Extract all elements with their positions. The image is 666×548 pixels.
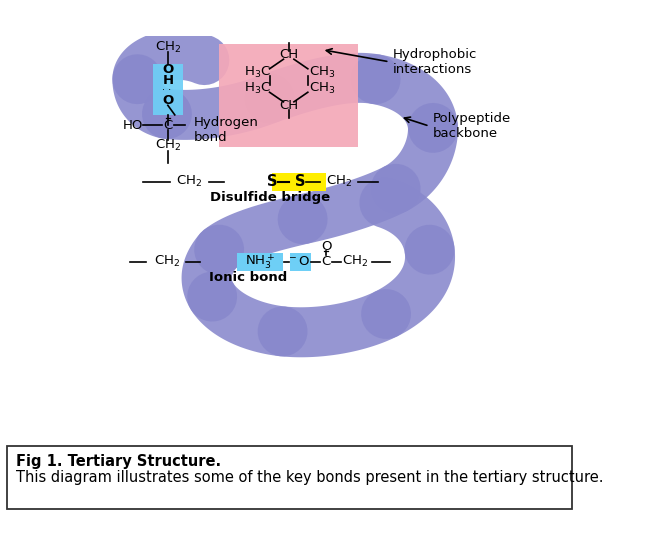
Text: CH$_3$: CH$_3$ bbox=[308, 65, 335, 80]
Text: CH$_2$: CH$_2$ bbox=[176, 174, 202, 190]
Text: · ·: · · bbox=[162, 84, 170, 95]
Text: CH$_3$: CH$_3$ bbox=[308, 81, 335, 96]
Text: This diagram illustrates some of the key bonds present in the tertiary structure: This diagram illustrates some of the key… bbox=[16, 470, 603, 485]
Text: H$_3$C: H$_3$C bbox=[244, 65, 271, 80]
Text: C: C bbox=[163, 119, 172, 132]
Text: Hydrophobic
interactions: Hydrophobic interactions bbox=[393, 48, 478, 76]
Text: H: H bbox=[163, 73, 173, 87]
Text: S: S bbox=[295, 174, 305, 189]
Text: $^-$O: $^-$O bbox=[287, 255, 311, 269]
Text: Ionic bond: Ionic bond bbox=[208, 271, 287, 284]
Text: Disulfide bridge: Disulfide bridge bbox=[210, 191, 330, 204]
Text: H$_3$C: H$_3$C bbox=[244, 81, 271, 96]
Bar bbox=[153, 65, 182, 115]
Text: CH$_2$: CH$_2$ bbox=[342, 254, 368, 270]
Bar bbox=[7, 446, 572, 509]
Text: S: S bbox=[267, 174, 278, 189]
Text: CH: CH bbox=[279, 99, 298, 112]
Bar bbox=[219, 44, 358, 147]
Text: CH$_2$: CH$_2$ bbox=[154, 254, 180, 270]
Text: O: O bbox=[163, 63, 173, 76]
Text: CH: CH bbox=[279, 48, 298, 61]
Text: CH$_2$: CH$_2$ bbox=[155, 39, 181, 55]
Text: C: C bbox=[322, 255, 331, 269]
Text: Hydrogen
bond: Hydrogen bond bbox=[194, 116, 259, 144]
Bar bbox=[290, 253, 311, 271]
Text: O: O bbox=[321, 239, 331, 253]
Text: CH$_2$: CH$_2$ bbox=[326, 174, 352, 190]
Bar bbox=[272, 173, 326, 191]
Text: NH$_3^+$: NH$_3^+$ bbox=[245, 253, 275, 271]
Text: O: O bbox=[163, 94, 173, 107]
Text: CH$_2$: CH$_2$ bbox=[155, 138, 181, 153]
Text: Fig 1. Tertiary Structure.: Fig 1. Tertiary Structure. bbox=[16, 454, 220, 469]
Text: Polypeptide
backbone: Polypeptide backbone bbox=[433, 112, 511, 140]
Text: HO: HO bbox=[123, 119, 143, 132]
Bar bbox=[236, 253, 284, 271]
